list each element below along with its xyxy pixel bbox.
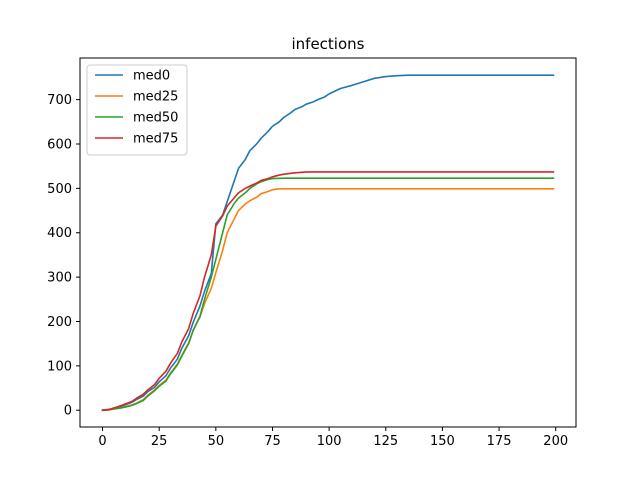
series-line-med0 <box>101 74 555 412</box>
y-tick-label: 300 <box>47 271 72 286</box>
y-tick-label: 100 <box>47 359 72 374</box>
y-tick-label: 200 <box>47 315 72 330</box>
x-tick-label: 0 <box>98 434 106 449</box>
y-tick-label: 700 <box>47 93 72 108</box>
legend: med0 med25 med50 med75 <box>86 64 188 156</box>
x-tick-label: 200 <box>543 434 568 449</box>
plot-frame <box>79 57 577 428</box>
legend-label-med0: med0 <box>133 69 170 84</box>
x-tick-label: 100 <box>317 434 342 449</box>
x-tick-label: 150 <box>430 434 455 449</box>
y-axis: 0 100 200 300 400 500 600 700 <box>47 93 80 419</box>
series-line-med50 <box>101 177 555 412</box>
legend-label-med25: med25 <box>133 90 178 105</box>
x-tick-label: 175 <box>487 434 512 449</box>
legend-label-med50: med50 <box>133 111 178 126</box>
series-lines <box>101 74 555 412</box>
y-tick-label: 600 <box>47 137 72 152</box>
y-tick-label: 0 <box>64 404 72 419</box>
y-tick-label: 400 <box>47 226 72 241</box>
y-tick-label: 500 <box>47 182 72 197</box>
chart-title: infections <box>292 35 365 53</box>
legend-label-med75: med75 <box>133 132 178 147</box>
x-tick-label: 75 <box>264 434 281 449</box>
x-tick-label: 25 <box>151 434 168 449</box>
x-tick-label: 50 <box>208 434 225 449</box>
x-tick-label: 125 <box>373 434 398 449</box>
series-line-med75 <box>101 171 555 412</box>
legend-box <box>86 64 188 156</box>
x-axis: 0 25 50 75 100 125 150 175 200 <box>98 427 568 449</box>
